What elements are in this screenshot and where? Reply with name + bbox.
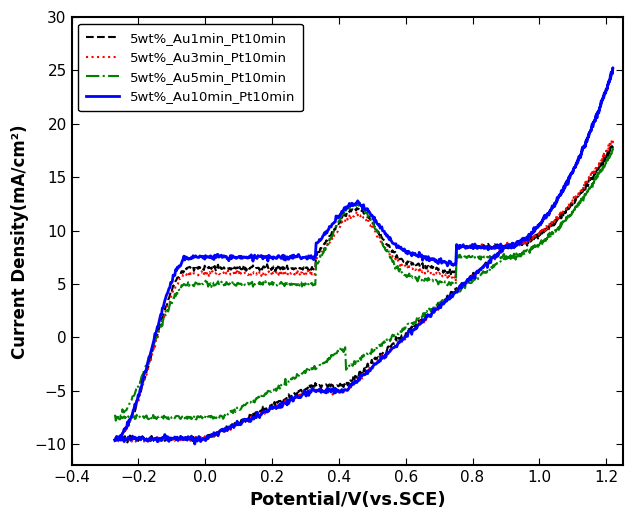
5wt%_Au10min_Pt10min — [270, 254, 278, 260]
5wt%_Au3min_Pt10min — [111, 434, 119, 440]
5wt%_Au5min_Pt10min — [111, 412, 119, 418]
5wt%_Au10min_Pt10min — [375, 359, 382, 365]
5wt%_Au1min_Pt10min — [436, 301, 443, 307]
5wt%_Au1min_Pt10min — [111, 437, 119, 443]
5wt%_Au3min_Pt10min — [375, 358, 382, 364]
5wt%_Au10min_Pt10min — [609, 64, 617, 71]
5wt%_Au10min_Pt10min — [191, 441, 198, 447]
5wt%_Au1min_Pt10min — [577, 190, 585, 196]
5wt%_Au1min_Pt10min — [270, 263, 278, 269]
Y-axis label: Current Density(mA/cm²): Current Density(mA/cm²) — [11, 124, 29, 359]
5wt%_Au1min_Pt10min — [608, 143, 616, 149]
5wt%_Au5min_Pt10min — [242, 402, 249, 408]
5wt%_Au10min_Pt10min — [436, 304, 443, 310]
5wt%_Au5min_Pt10min — [434, 300, 442, 306]
5wt%_Au3min_Pt10min — [608, 136, 616, 142]
5wt%_Au5min_Pt10min — [576, 198, 583, 204]
5wt%_Au1min_Pt10min — [111, 435, 119, 441]
Line: 5wt%_Au1min_Pt10min: 5wt%_Au1min_Pt10min — [115, 146, 613, 443]
5wt%_Au10min_Pt10min — [111, 437, 119, 444]
5wt%_Au10min_Pt10min — [242, 417, 250, 423]
Line: 5wt%_Au3min_Pt10min: 5wt%_Au3min_Pt10min — [115, 139, 613, 443]
5wt%_Au3min_Pt10min — [179, 439, 187, 446]
5wt%_Au1min_Pt10min — [484, 241, 492, 247]
5wt%_Au3min_Pt10min — [111, 435, 119, 441]
5wt%_Au5min_Pt10min — [485, 254, 493, 261]
X-axis label: Potential/V(vs.SCE): Potential/V(vs.SCE) — [249, 491, 446, 509]
5wt%_Au5min_Pt10min — [271, 282, 278, 288]
5wt%_Au10min_Pt10min — [484, 246, 492, 253]
Legend: 5wt%_Au1min_Pt10min, 5wt%_Au3min_Pt10min, 5wt%_Au5min_Pt10min, 5wt%_Au10min_Pt10: 5wt%_Au1min_Pt10min, 5wt%_Au3min_Pt10min… — [78, 24, 303, 111]
5wt%_Au3min_Pt10min — [436, 302, 443, 308]
Line: 5wt%_Au5min_Pt10min: 5wt%_Au5min_Pt10min — [115, 149, 613, 421]
5wt%_Au5min_Pt10min — [112, 418, 120, 424]
5wt%_Au1min_Pt10min — [242, 415, 250, 422]
5wt%_Au5min_Pt10min — [374, 345, 382, 351]
5wt%_Au1min_Pt10min — [124, 439, 131, 446]
Line: 5wt%_Au10min_Pt10min: 5wt%_Au10min_Pt10min — [115, 68, 613, 444]
5wt%_Au5min_Pt10min — [111, 413, 119, 420]
5wt%_Au3min_Pt10min — [270, 269, 278, 275]
5wt%_Au3min_Pt10min — [484, 244, 492, 251]
5wt%_Au5min_Pt10min — [609, 146, 617, 152]
5wt%_Au10min_Pt10min — [111, 436, 119, 443]
5wt%_Au10min_Pt10min — [577, 152, 585, 159]
5wt%_Au3min_Pt10min — [577, 188, 585, 194]
5wt%_Au1min_Pt10min — [375, 354, 382, 360]
5wt%_Au3min_Pt10min — [242, 417, 250, 423]
